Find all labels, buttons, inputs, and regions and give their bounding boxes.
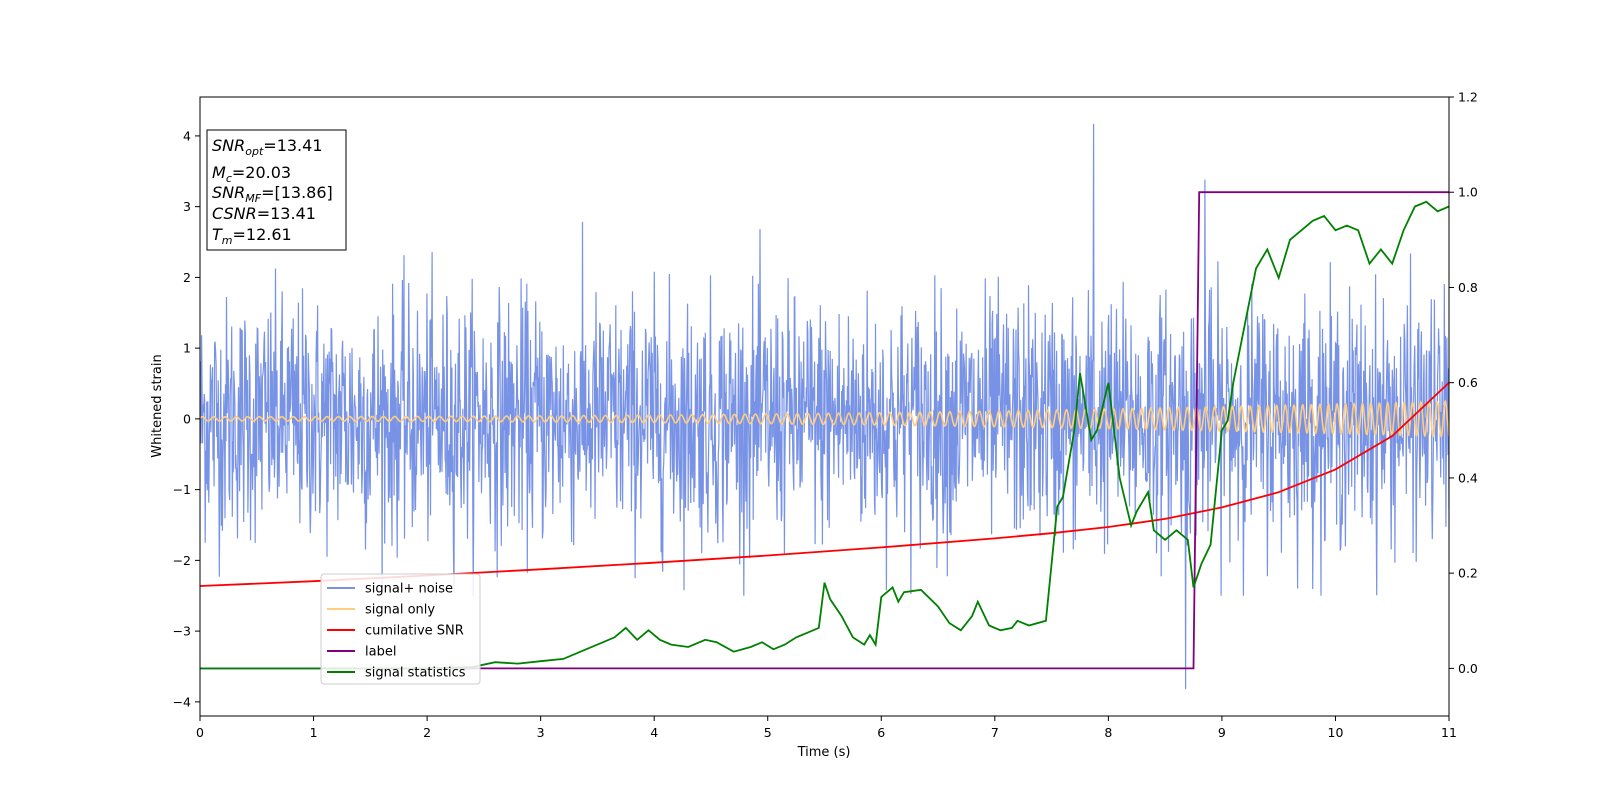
y-right-tick-label: 0.8	[1458, 280, 1478, 295]
x-tick-label: 1	[310, 725, 318, 740]
legend-label: cumilative SNR	[365, 624, 464, 639]
signal-statistics-series	[200, 200, 1449, 670]
snr-mf-text: SNRMF=[13.86]	[212, 183, 333, 205]
x-tick-label: 5	[764, 725, 772, 740]
tm-text: Tm=12.61	[212, 225, 292, 247]
x-tick-label: 8	[1104, 725, 1112, 740]
legend: signal+ noise signal only cumilative SNR la…	[320, 573, 481, 685]
x-tick-label: 4	[650, 725, 658, 740]
y-left-tick-label: 2	[183, 270, 191, 285]
y-left-tick-label: 0	[183, 411, 191, 426]
x-tick-label: 6	[877, 725, 885, 740]
y-left-tick-label: 3	[183, 199, 191, 214]
y-axis-right: 0.0 0.2 0.4 0.6 0.8 1.0 1.2	[1449, 90, 1478, 676]
x-tick-label: 11	[1441, 725, 1457, 740]
y-left-tick-label: −4	[173, 694, 191, 709]
x-axis-label: Time (s)	[797, 745, 851, 760]
y-axis-label: Whitened strain	[150, 354, 165, 457]
y-right-tick-label: 0.2	[1458, 566, 1478, 581]
y-right-tick-label: 0.0	[1458, 661, 1478, 676]
y-left-tick-label: 4	[183, 128, 191, 143]
signal-noise-series	[200, 123, 1449, 690]
y-left-tick-label: −3	[173, 624, 191, 639]
legend-label: signal statistics	[365, 666, 466, 681]
legend-label: signal only	[365, 603, 435, 618]
x-tick-label: 10	[1328, 725, 1344, 740]
x-tick-label: 2	[423, 725, 431, 740]
y-left-tick-label: −2	[173, 553, 191, 568]
y-right-tick-label: 0.4	[1458, 470, 1478, 485]
y-left-tick-label: 1	[183, 341, 191, 356]
signal-only-series	[200, 399, 1449, 438]
y-right-tick-label: 1.2	[1458, 90, 1478, 105]
x-tick-label: 9	[1218, 725, 1226, 740]
x-tick-label: 3	[537, 725, 545, 740]
y-axis-left: −4 −3 −2 −1 0 1 2 3 4	[173, 128, 200, 709]
legend-label: signal+ noise	[365, 582, 453, 597]
legend-label: label	[365, 645, 396, 660]
snr-opt-text: SNRopt=13.41	[212, 136, 323, 158]
y-left-tick-label: −1	[173, 482, 191, 497]
y-right-tick-label: 0.6	[1458, 375, 1478, 390]
y-right-tick-label: 1.0	[1458, 185, 1478, 200]
plot-frame	[199, 96, 1450, 717]
info-box: SNRopt=13.41 Mc=20.03 SNRMF=[13.86] CSNR…	[206, 129, 347, 251]
x-tick-label: 7	[991, 725, 999, 740]
csnr-text: CSNR=13.41	[212, 204, 316, 223]
mc-text: Mc=20.03	[212, 163, 291, 185]
x-tick-label: 0	[196, 725, 204, 740]
cumulative-snr-series	[200, 382, 1449, 587]
x-axis: 0 1 2 3 4 5 6 7 8 9 10 11	[196, 716, 1457, 740]
label-series	[200, 191, 1449, 670]
